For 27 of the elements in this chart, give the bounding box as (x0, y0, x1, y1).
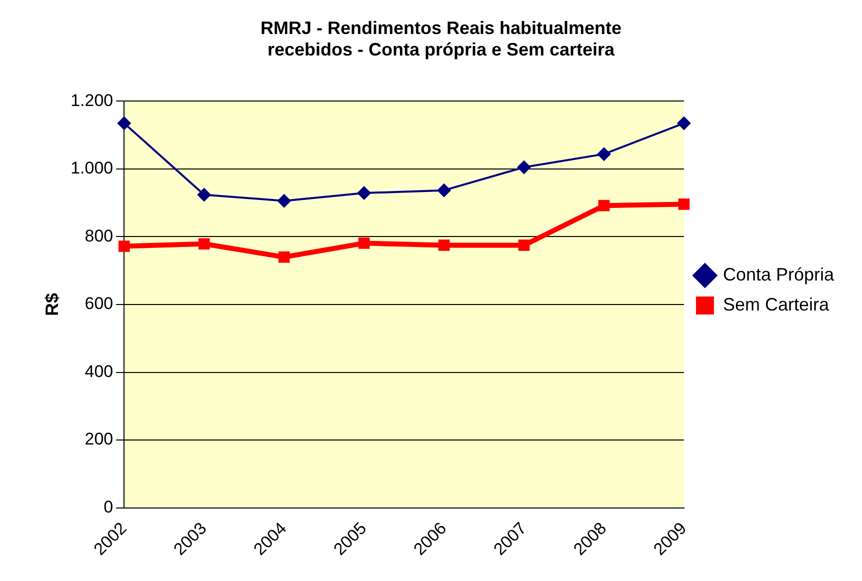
point (118, 240, 130, 252)
y-tick-label: 0 (104, 498, 114, 517)
y-tick-label: 600 (84, 294, 114, 314)
point (437, 183, 452, 198)
y-tick-label: 400 (84, 362, 114, 381)
point (596, 147, 611, 162)
point (438, 240, 450, 251)
point (517, 160, 531, 174)
point (278, 251, 290, 263)
point (676, 116, 691, 130)
chart-title: RMRJ - Rendimentos Reais habitualmente recebidos - Conta própria e Sem carteira (260, 18, 622, 60)
legend-label: Sem Carteira (722, 294, 830, 314)
y-axis-title: R$ (42, 293, 62, 316)
y-tick-label: 200 (84, 430, 114, 449)
point (598, 200, 610, 212)
point (277, 194, 292, 208)
point (117, 116, 132, 130)
point (197, 188, 212, 202)
y-tick-label: 800 (84, 226, 114, 246)
point (198, 238, 210, 250)
point (518, 240, 530, 251)
point (678, 198, 690, 210)
y-tick-label: 1.200 (70, 90, 114, 110)
y-tick-label: 1.000 (70, 158, 114, 178)
legend-label: Conta Própria (722, 264, 835, 284)
point (358, 238, 370, 249)
point (357, 186, 372, 200)
